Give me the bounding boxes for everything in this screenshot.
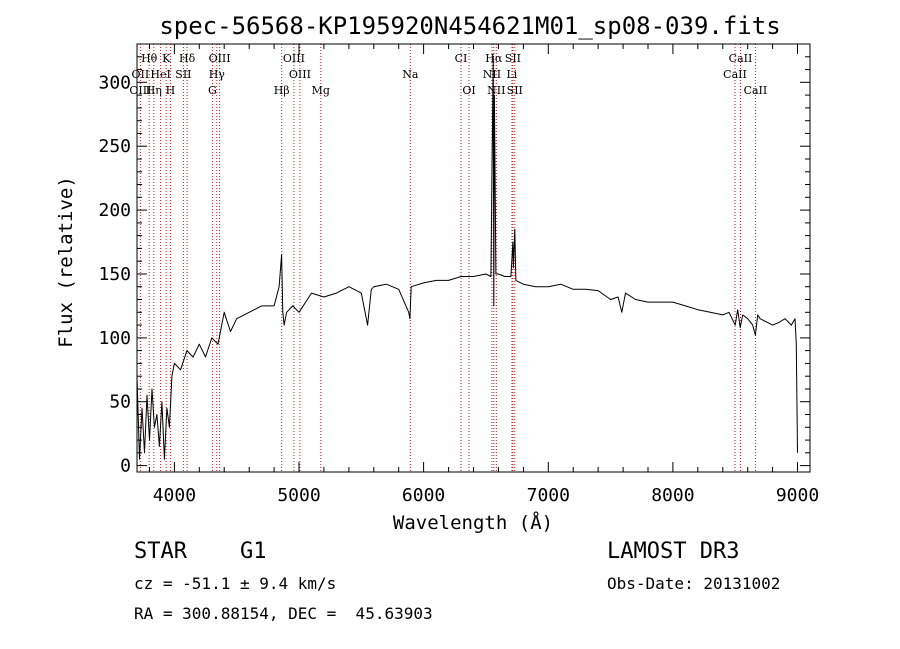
- x-tick-label: 8000: [651, 485, 694, 506]
- y-tick-label: 150: [98, 264, 131, 285]
- line-annotation: G: [208, 84, 217, 97]
- line-annotation: H: [166, 84, 176, 97]
- spectrum-line: [136, 56, 798, 460]
- line-annotation: OIII: [289, 68, 311, 81]
- x-axis-label: Wavelength (Å): [393, 511, 553, 534]
- line-annotation: HeI: [150, 68, 170, 81]
- line-annotation: NII: [483, 68, 501, 81]
- line-annotation: SII: [175, 68, 191, 81]
- y-axis: 0 50 100 150 200 250 300: [98, 56, 810, 477]
- x-tick-label: 6000: [402, 485, 445, 506]
- survey-label: LAMOST DR3: [607, 539, 740, 564]
- line-annotation: Hδ: [179, 52, 196, 65]
- line-annotation: OII: [132, 68, 150, 81]
- obs-date-label: Obs-Date: 20131002: [607, 574, 781, 593]
- line-annotation: SII: [505, 52, 521, 65]
- x-tick-label: 5000: [277, 485, 320, 506]
- line-annotation: OIII: [129, 84, 151, 97]
- line-annotation: SII: [507, 84, 523, 97]
- subclass-label: G1: [240, 539, 267, 564]
- x-tick-label: 9000: [776, 485, 819, 506]
- line-annotation: Hη: [146, 84, 162, 97]
- line-annotation: CaII: [729, 52, 753, 65]
- line-annotation: Hα: [485, 52, 503, 65]
- line-annotation: Mg: [312, 84, 330, 97]
- line-annotation: NII: [487, 84, 505, 97]
- line-annotation: CaII: [744, 84, 768, 97]
- line-annotation: OI: [462, 84, 475, 97]
- line-annotation: K: [162, 52, 171, 65]
- x-tick-label: 7000: [527, 485, 570, 506]
- y-tick-label: 100: [98, 328, 131, 349]
- spectrum-series: [136, 56, 798, 460]
- line-annotation: OIII: [283, 52, 305, 65]
- y-tick-label: 50: [109, 392, 131, 413]
- redshift-label: cz = -51.1 ± 9.4 km/s: [134, 574, 337, 593]
- line-annotation: CaII: [723, 68, 747, 81]
- y-tick-label: 0: [120, 456, 131, 477]
- x-tick-label: 4000: [153, 485, 196, 506]
- y-tick-label: 200: [98, 200, 131, 221]
- line-annotation: OIII: [209, 52, 231, 65]
- chart-title: spec-56568-KP195920N454621M01_sp08-039.f…: [159, 12, 780, 40]
- emission-line-markers: [139, 44, 756, 472]
- y-tick-label: 250: [98, 136, 131, 157]
- line-annotation: Hγ: [209, 68, 226, 81]
- line-annotation: Hβ: [274, 84, 290, 97]
- y-tick-label: 300: [98, 72, 131, 93]
- line-annotation: Hθ: [141, 52, 158, 65]
- line-annotation: Na: [402, 68, 419, 81]
- coordinates-label: RA = 300.88154, DEC = 45.63903: [134, 604, 433, 623]
- class-label: STAR: [134, 539, 187, 564]
- line-annotation: CI: [455, 52, 468, 65]
- y-axis-label: Flux (relative): [55, 176, 77, 348]
- line-annotation: Li: [506, 68, 517, 81]
- x-axis: 4000 5000 6000 7000 8000 9000: [149, 44, 819, 506]
- plot-frame: [136, 43, 811, 473]
